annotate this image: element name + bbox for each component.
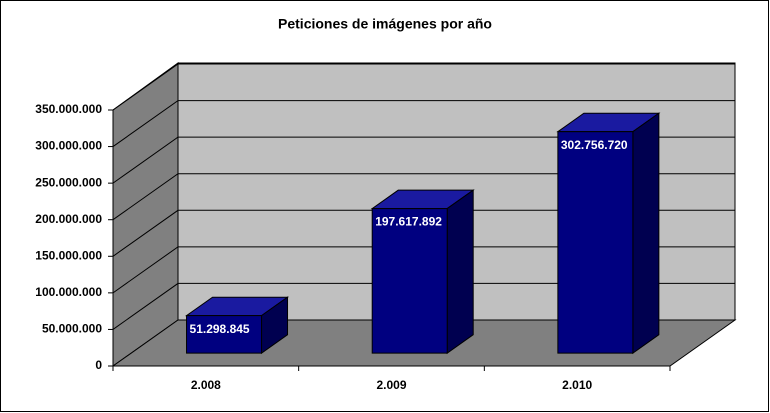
y-tick-label: 50.000.000 [42, 322, 102, 336]
y-tick-label: 250.000.000 [35, 175, 102, 189]
bar [186, 315, 263, 354]
grid-line [112, 246, 735, 294]
value-label: 302.756.720 [561, 138, 628, 152]
y-tick-label: 0 [95, 358, 102, 372]
x-tick-label: 2.008 [191, 378, 221, 392]
grid-line [112, 63, 735, 111]
bar-side [446, 189, 474, 355]
y-tick-label: 200.000.000 [35, 212, 102, 226]
bar-side [632, 112, 660, 355]
grid-line [112, 100, 735, 147]
grid-line [112, 173, 735, 221]
chart-title: Peticiones de imágenes por año [278, 16, 492, 32]
value-label: 197.617.892 [375, 215, 442, 229]
y-tick-label: 150.000.000 [35, 248, 102, 262]
y-tick-label: 300.000.000 [35, 139, 102, 153]
grid-line [112, 282, 735, 330]
grid-line [112, 209, 735, 257]
x-tick-label: 2.010 [562, 378, 592, 392]
value-label: 51.298.845 [190, 322, 250, 336]
y-tick-label: 350.000.000 [35, 102, 102, 116]
side-wall [112, 62, 179, 367]
y-tick-label: 100.000.000 [35, 285, 102, 299]
x-tick-label: 2.009 [376, 378, 406, 392]
grid-line [112, 136, 735, 184]
bar [557, 131, 634, 354]
bar [371, 208, 448, 354]
